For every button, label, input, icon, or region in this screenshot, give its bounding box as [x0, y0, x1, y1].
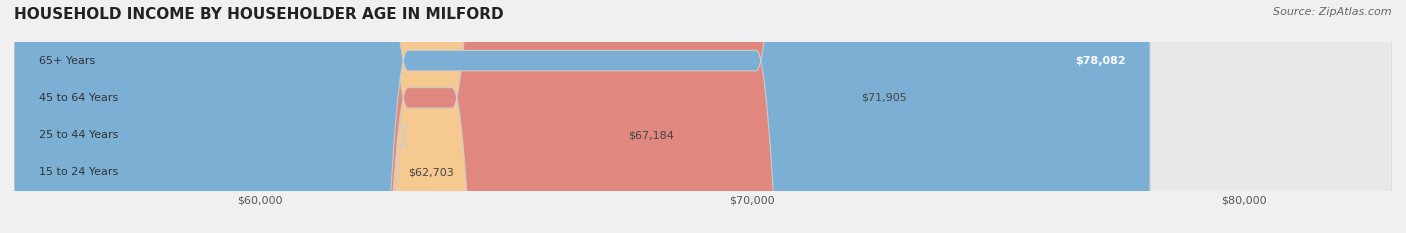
FancyBboxPatch shape [14, 0, 1392, 233]
Text: HOUSEHOLD INCOME BY HOUSEHOLDER AGE IN MILFORD: HOUSEHOLD INCOME BY HOUSEHOLDER AGE IN M… [14, 7, 503, 22]
Text: Source: ZipAtlas.com: Source: ZipAtlas.com [1274, 7, 1392, 17]
Text: 65+ Years: 65+ Years [39, 56, 96, 65]
FancyBboxPatch shape [14, 0, 613, 233]
FancyBboxPatch shape [0, 0, 408, 233]
Text: $62,703: $62,703 [408, 168, 454, 177]
FancyBboxPatch shape [14, 0, 1150, 233]
Text: 25 to 44 Years: 25 to 44 Years [39, 130, 118, 140]
Text: $71,905: $71,905 [860, 93, 907, 103]
Text: $78,082: $78,082 [1074, 56, 1125, 65]
FancyBboxPatch shape [14, 0, 1392, 233]
FancyBboxPatch shape [14, 0, 1392, 233]
FancyBboxPatch shape [14, 0, 1392, 233]
FancyBboxPatch shape [14, 0, 846, 233]
Text: $67,184: $67,184 [628, 130, 675, 140]
Text: 45 to 64 Years: 45 to 64 Years [39, 93, 118, 103]
Text: 15 to 24 Years: 15 to 24 Years [39, 168, 118, 177]
